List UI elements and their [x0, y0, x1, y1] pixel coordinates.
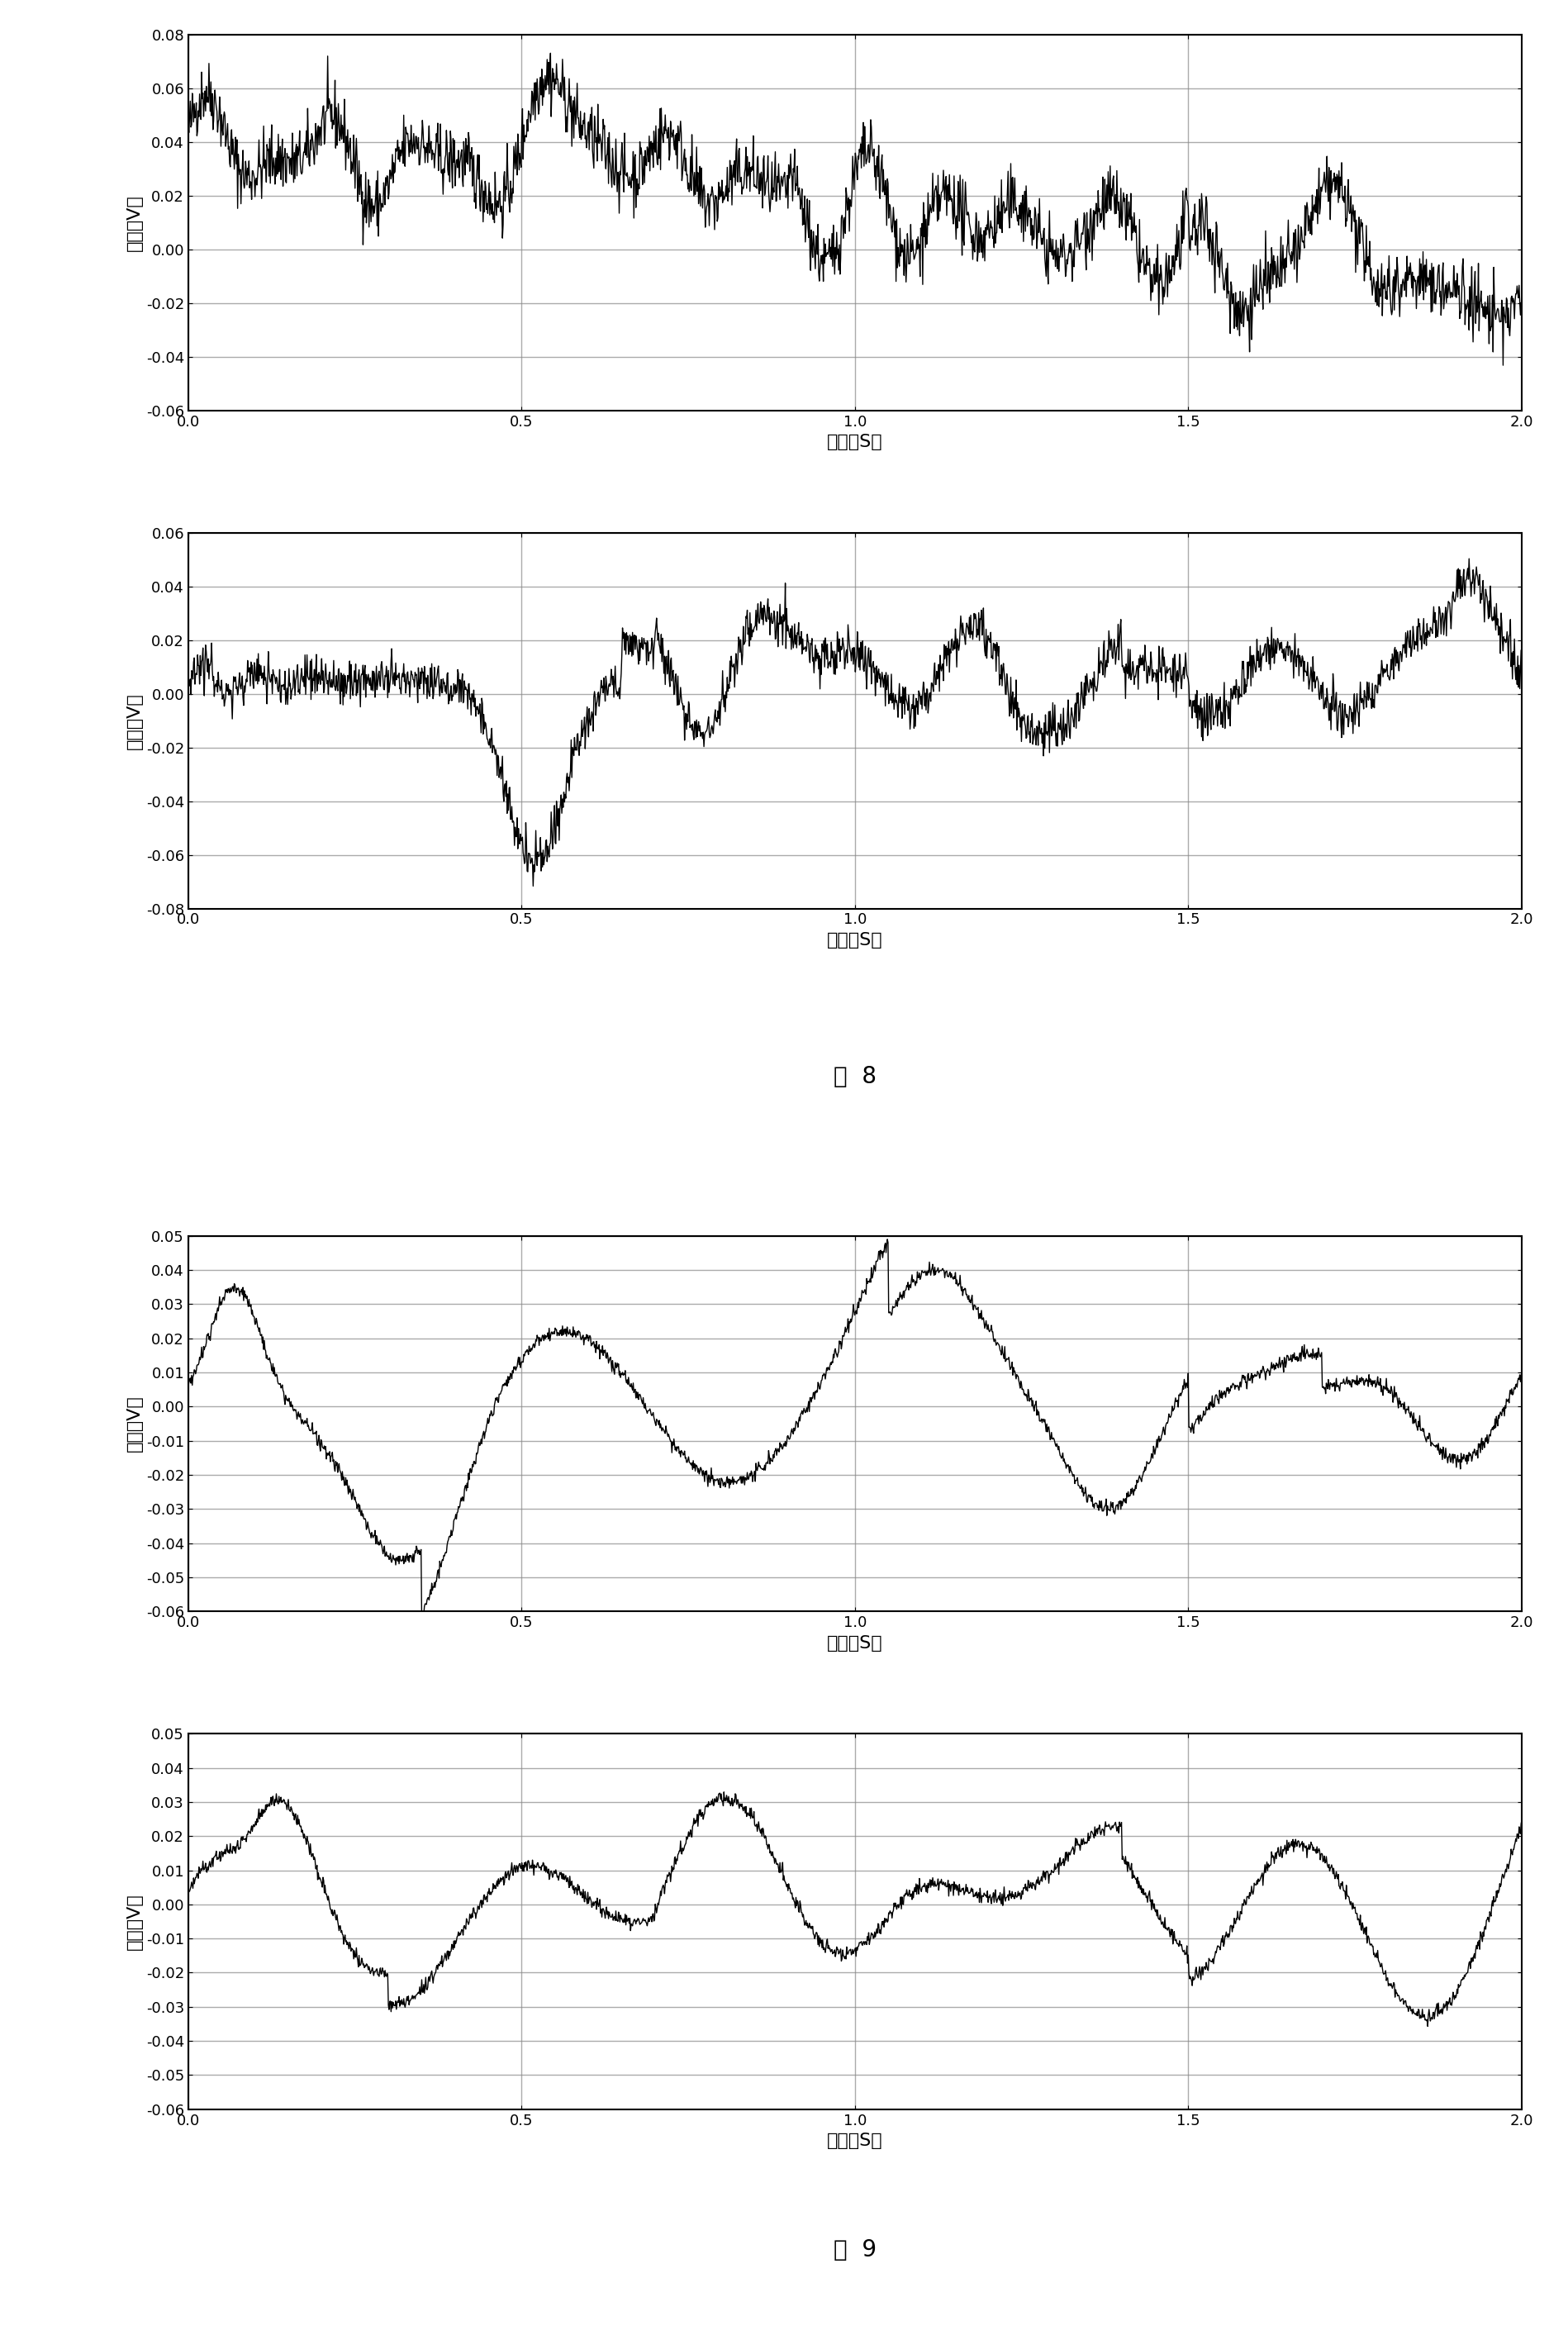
X-axis label: 时间（S）: 时间（S）	[826, 2132, 883, 2148]
Y-axis label: 电压（V）: 电压（V）	[125, 194, 143, 252]
Y-axis label: 电压（V）: 电压（V）	[125, 693, 143, 750]
Y-axis label: 电压（V）: 电压（V）	[125, 1394, 143, 1452]
Y-axis label: 电压（V）: 电压（V）	[125, 1894, 143, 1950]
X-axis label: 时间（S）: 时间（S）	[826, 434, 883, 451]
Text: 图  9: 图 9	[833, 2237, 877, 2260]
X-axis label: 时间（S）: 时间（S）	[826, 932, 883, 948]
Text: 图  8: 图 8	[833, 1065, 877, 1088]
X-axis label: 时间（S）: 时间（S）	[826, 1634, 883, 1651]
